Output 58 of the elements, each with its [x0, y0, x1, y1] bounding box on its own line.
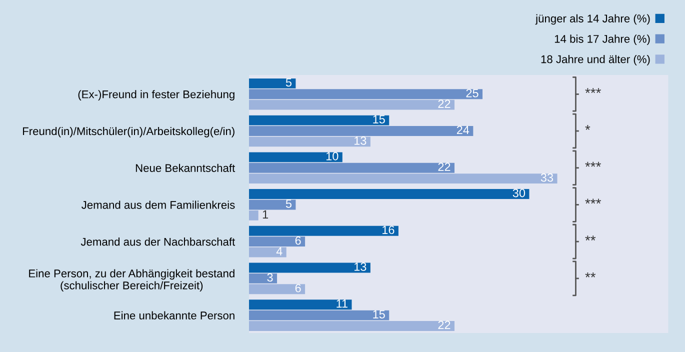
bar	[248, 300, 352, 310]
data-label: 15	[373, 115, 385, 124]
data-label: 22	[438, 320, 450, 330]
bar	[248, 226, 398, 236]
text: *	[585, 125, 590, 130]
y-tick-label: Eine Person, zu der Abhängigkeit bestand (schulischer Bereich/Freizeit)	[29, 269, 234, 292]
bar	[248, 78, 296, 88]
data-label: 25	[466, 88, 478, 98]
data-label: 13	[354, 262, 366, 271]
data-label: 22	[438, 162, 450, 171]
text: **	[585, 272, 596, 278]
data-label: 30	[512, 188, 526, 198]
data-label: 1	[262, 210, 268, 218]
bar	[248, 273, 278, 284]
y-tick-label: Freund(in)/Mitschüler(in)/Arbeitskolleg(e/in)	[23, 126, 234, 138]
bar	[248, 174, 558, 184]
data-label: 13	[354, 136, 366, 145]
data-label: 10	[326, 152, 338, 160]
data-label: 5	[286, 200, 292, 208]
data-label: 4	[276, 247, 282, 256]
data-label: 24	[456, 126, 470, 134]
data-label: 33	[540, 173, 554, 182]
bar	[248, 189, 530, 199]
data-label: 15	[373, 310, 385, 318]
bar	[248, 89, 483, 100]
bar	[248, 126, 474, 136]
bar	[248, 321, 454, 331]
bar	[248, 284, 306, 294]
y-tick-label: Neue Bekanntschaft	[136, 164, 236, 172]
legend-label: 18 Jahre und älter (%)	[541, 55, 650, 66]
data-label: 3	[267, 273, 273, 282]
bar	[248, 262, 370, 273]
bar	[248, 115, 390, 126]
bar	[248, 100, 454, 110]
text: ***	[585, 198, 601, 204]
bar	[248, 162, 454, 173]
y-tick-label: (Ex-)Freund in fester Beziehung	[78, 90, 234, 100]
data-label: 22	[438, 100, 450, 108]
bar	[248, 152, 342, 162]
legend-label: jünger als 14 Jahre (%)	[535, 14, 650, 25]
legend-label: 14 bis 17 Jahre (%)	[554, 34, 650, 46]
bar	[248, 236, 306, 247]
text: **	[585, 236, 596, 240]
data-label: 11	[336, 300, 348, 308]
data-label: 6	[295, 284, 301, 292]
bar	[248, 247, 286, 258]
text: ***	[585, 88, 601, 94]
bar	[248, 310, 390, 320]
y-tick-label: Jemand aus dem Familienkreis	[82, 200, 235, 209]
text: ***	[585, 162, 601, 167]
bar	[248, 136, 370, 147]
y-tick-label: Eine unbekannte Person	[114, 311, 234, 320]
data-label: 16	[382, 226, 394, 234]
y-tick-label: Jemand aus der Nachbarschaft	[80, 238, 236, 246]
data-label: 5	[286, 78, 292, 87]
data-label: 6	[295, 236, 301, 245]
bar	[248, 210, 258, 220]
bar	[248, 200, 296, 210]
